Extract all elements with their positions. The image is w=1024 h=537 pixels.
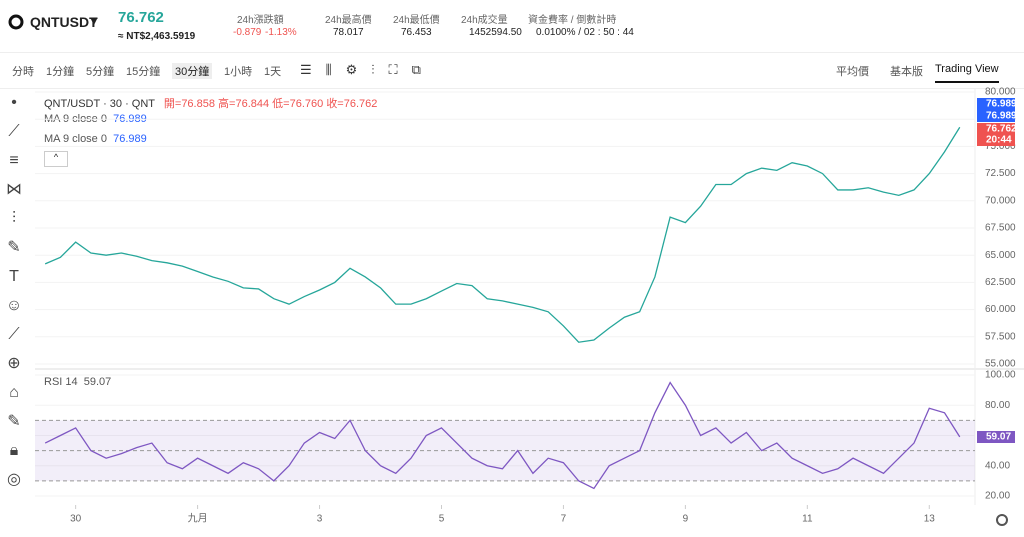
- toolbar-option[interactable]: 平均價: [836, 66, 869, 78]
- x-tick-label: 11: [802, 514, 813, 525]
- ohlc: 開=76.858: [163, 98, 215, 110]
- settings-icon[interactable]: [996, 514, 1008, 526]
- y-tick-label: 80.00: [985, 400, 1010, 411]
- interval-tab[interactable]: 1天: [264, 66, 282, 78]
- price-tag: [977, 110, 1015, 122]
- price-tag-label: 20:44: [986, 135, 1012, 146]
- rsi-label: RSI 14: [44, 376, 78, 388]
- y-tick-label: 20.00: [985, 491, 1010, 502]
- ohlc: 收=76.762: [326, 98, 378, 110]
- stat-value: 76.453: [401, 27, 432, 38]
- y-tick-label: 70.000: [985, 195, 1016, 206]
- stat-label: 24h成交量: [461, 15, 508, 26]
- x-tick-label: 3: [317, 514, 323, 525]
- interval-tab[interactable]: 1小時: [224, 66, 253, 78]
- y-tick-label: 62.500: [985, 277, 1016, 288]
- ohlc: 高=76.844: [218, 98, 270, 110]
- y-tick-label: 100.00: [985, 370, 1016, 381]
- last-price: 76.762: [118, 9, 164, 26]
- y-tick-label: 60.000: [985, 304, 1016, 315]
- stat-label: 24h最低價: [393, 15, 440, 26]
- logo: [8, 14, 24, 30]
- x-tick-label: 13: [924, 514, 936, 525]
- stat-label: 資金費率 / 倒數計時: [528, 15, 617, 26]
- toolbar-option[interactable]: Trading View: [935, 63, 999, 83]
- x-tick-label: 30: [70, 514, 82, 525]
- rsi-value: 59.07: [83, 376, 112, 388]
- rsi-tag: [977, 431, 1015, 443]
- stat-extra: -1.13%: [265, 27, 297, 38]
- approx-price: ≈ NT$2,463.5919: [118, 31, 196, 42]
- y-tick-label: 65.000: [985, 250, 1016, 261]
- interval-tab[interactable]: 30分鐘: [172, 63, 213, 79]
- x-tick-label: 9: [683, 514, 689, 525]
- price-tag: [977, 98, 1015, 110]
- header: QNTUSDT ▼ 76.762 ≈ NT$2,463.5919 24h漲跌額 -…: [0, 0, 1024, 53]
- y-tick-label: 57.500: [985, 331, 1016, 342]
- price-tag-label: 76.762: [986, 124, 1017, 135]
- y-tick-label: 80.000: [985, 87, 1016, 98]
- toolbar-option[interactable]: 基本版: [890, 66, 923, 78]
- collapse-button[interactable]: ^: [44, 151, 68, 167]
- stat-value: 1452594.50: [469, 27, 522, 38]
- ohlc: 低=76.760: [272, 98, 324, 110]
- ma-label: MA 9 close 0: [44, 133, 107, 145]
- stat-value: 78.017: [333, 27, 364, 38]
- rsi-legend: RSI 14 59.07: [44, 376, 111, 388]
- price-tag-label: 76.989: [986, 99, 1017, 110]
- ma-legend: MA 9 close 0 76.989: [44, 133, 147, 145]
- stat-label: 24h最高價: [325, 15, 372, 26]
- tool-icons[interactable]: ☰⫼⚙⫶⛶⧉: [300, 62, 435, 77]
- y-tick-label: 67.500: [985, 223, 1016, 234]
- stat-value: 0.0100% / 02 : 50 : 44: [536, 27, 634, 38]
- drawing-tools[interactable]: • ⟋ ≡ ⋈ ⫶ ✎ T ☺ ⟋ ⊕ ⌂ ✎ 🔒︎ ◎: [5, 94, 23, 488]
- toolbar: 分時 1分鐘 5分鐘 15分鐘 30分鐘 1小時 1天 ☰⫼⚙⫶⛶⧉ 平均價 基本版 Tradi…: [0, 52, 1024, 89]
- price-line: [44, 381, 961, 490]
- pair: QNT/USDT · 30 · QNT: [44, 98, 155, 110]
- legend: QNT/USDT · 30 · QNT 開=76.858 高=76.844 低=…: [44, 95, 377, 111]
- price-tag: [977, 134, 1015, 146]
- x-tick-label: 九月: [188, 513, 208, 525]
- y-tick-label: 72.500: [985, 168, 1016, 179]
- ma-value: 76.989: [113, 133, 147, 145]
- price-line: [44, 126, 961, 343]
- interval-tab[interactable]: 5分鐘: [86, 66, 115, 78]
- stat-value: -0.879: [233, 27, 262, 38]
- y-tick-label: 40.00: [985, 460, 1010, 471]
- price-tag: [977, 123, 1015, 135]
- interval-tab[interactable]: 15分鐘: [126, 66, 161, 78]
- price-tag-label: 76.989: [986, 111, 1017, 122]
- rsi-tag-label: 59.07: [986, 432, 1011, 443]
- interval-tab[interactable]: 分時: [12, 66, 34, 78]
- y-tick-label: 55.000: [985, 359, 1016, 370]
- x-tick-label: 7: [561, 514, 567, 525]
- x-tick-label: 5: [439, 514, 445, 525]
- interval-tab[interactable]: 1分鐘: [46, 66, 75, 78]
- y-tick-label: 75.000: [985, 141, 1016, 152]
- dropdown-arrow[interactable]: ▼: [88, 14, 100, 28]
- stat-label: 24h漲跌額: [237, 15, 284, 26]
- symbol[interactable]: QNTUSDT: [30, 14, 98, 30]
